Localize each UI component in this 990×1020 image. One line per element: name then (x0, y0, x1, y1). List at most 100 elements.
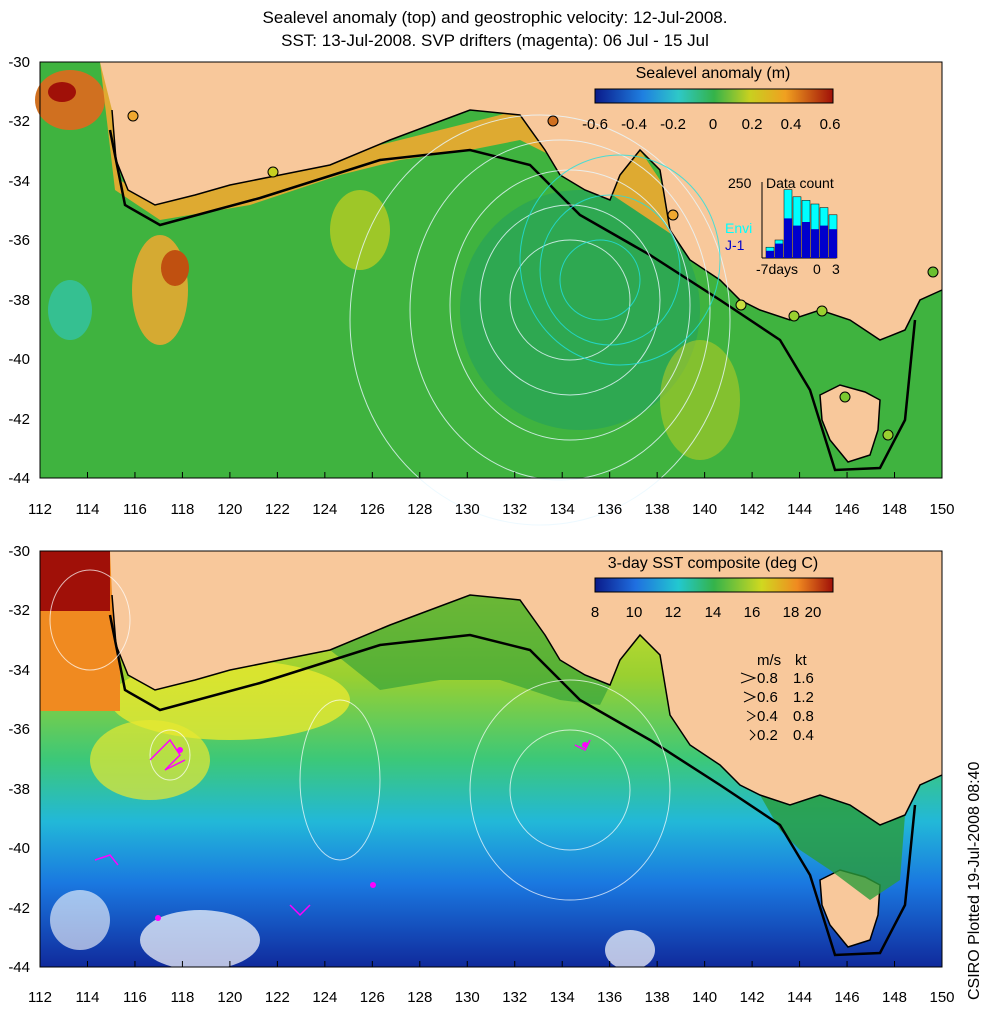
top-colorbar-tick: 0.6 (820, 116, 841, 133)
sst-bass-strait (760, 795, 905, 900)
bottom-colorbar-tick: 20 (805, 604, 822, 621)
top-colorbar-ticks: -0.6 -0.4 -0.2 0 0.2 0.4 0.6 (582, 116, 840, 133)
y-tick: -40 (8, 351, 30, 368)
histogram-bar-j1 (811, 229, 819, 258)
x-tick: 130 (455, 501, 480, 518)
histogram-bars (765, 189, 838, 259)
y-tick: -42 (8, 900, 30, 917)
x-tick: 112 (28, 989, 52, 1006)
y-tick: -42 (8, 411, 30, 428)
x-tick: 132 (502, 501, 527, 518)
figure-title-line2: SST: 13-Jul-2008. SVP drifters (magenta)… (281, 31, 709, 50)
x-tick: 134 (550, 501, 575, 518)
top-colorbar-tick: 0.4 (781, 116, 802, 133)
histogram-bar-j1 (775, 243, 783, 258)
x-tick: 122 (265, 989, 290, 1006)
x-tick: 116 (123, 501, 147, 518)
velocity-scale-legend: m/s kt 0.8 1.6 0.6 1.2 0.4 0.8 0.2 0.4 (740, 652, 814, 744)
sst-shelf-waters (330, 595, 610, 705)
histogram-bar-j1 (802, 222, 810, 258)
top-colorbar-tick: -0.2 (660, 116, 686, 133)
sla-yellow-patch (330, 190, 390, 270)
top-colorbar-tick: -0.6 (582, 116, 608, 133)
histogram-bar-j1 (829, 229, 837, 258)
top-colorbar (594, 88, 834, 104)
x-tick: 142 (740, 501, 765, 518)
x-tick: 142 (740, 989, 765, 1006)
x-tick: 138 (645, 989, 670, 1006)
sla-yellow-patch-2 (660, 340, 740, 460)
y-tick: -36 (8, 721, 30, 738)
x-tick: 124 (312, 989, 337, 1006)
x-tick: 120 (217, 501, 242, 518)
top-axis-labels: -30 -32 -34 -36 -38 -40 -42 -44 112 114 11… (8, 54, 954, 518)
histogram-legend-envi: Envi (725, 220, 752, 236)
legend-header-kt: kt (795, 652, 808, 669)
x-tick: 126 (360, 989, 385, 1006)
sla-high-core (161, 250, 189, 286)
x-tick: 112 (28, 501, 52, 518)
bottom-axis-labels: -30 -32 -34 -36 -38 -40 -42 -44 112 114 11… (8, 543, 954, 1006)
figure-title-line1: Sealevel anomaly (top) and geostrophic v… (262, 8, 728, 27)
y-tick: -36 (8, 232, 30, 249)
bottom-shelf-contour (108, 614, 917, 957)
top-velocity-contours (349, 114, 731, 526)
svp-drifter-positions (155, 742, 588, 921)
bottom-colorbar-tick: 16 (744, 604, 761, 621)
bottom-colorbar-tick: 12 (665, 604, 682, 621)
x-tick: 124 (312, 501, 337, 518)
x-tick: 128 (407, 501, 432, 518)
legend-speed-ms: 0.4 (757, 708, 778, 725)
histogram-count-label: 250 (728, 175, 752, 191)
bottom-coastline (111, 594, 943, 826)
top-colorbar-tick: -0.4 (621, 116, 647, 133)
x-tick: 140 (692, 501, 717, 518)
bottom-colorbar-tick: 10 (626, 604, 643, 621)
x-tick: 150 (929, 501, 954, 518)
legend-speed-kt: 0.4 (793, 727, 814, 744)
y-tick: -32 (8, 113, 30, 130)
legend-speed-kt: 1.6 (793, 670, 814, 687)
x-tick: 132 (502, 989, 527, 1006)
x-tick: 114 (76, 501, 100, 518)
top-colorbar-tick: 0 (709, 116, 717, 133)
velocity-arrow-icon (749, 729, 756, 741)
y-tick: -44 (8, 470, 30, 487)
legend-speed-kt: 1.2 (793, 689, 814, 706)
bottom-sla-contours (49, 569, 671, 901)
x-tick: 130 (455, 989, 480, 1006)
sst-cloud-mask (140, 910, 260, 970)
legend-speed-ms: 0.8 (757, 670, 778, 687)
y-tick: -34 (8, 173, 30, 190)
x-tick: 144 (787, 989, 812, 1006)
x-tick: 114 (76, 989, 100, 1006)
sst-west-hot (40, 551, 110, 611)
top-cyan-contours (519, 154, 721, 366)
x-tick: 118 (170, 501, 194, 518)
x-tick: 136 (597, 501, 622, 518)
bottom-map-panel: 3-day SST composite (deg C) 8 10 12 14 1… (39, 550, 943, 970)
y-tick: -44 (8, 959, 30, 976)
plot-credit: CSIRO Plotted 19-Jul-2008 08:40 (966, 761, 983, 1000)
x-tick: 146 (835, 501, 860, 518)
velocity-arrow-icon (740, 672, 757, 684)
x-tick: 118 (170, 989, 194, 1006)
sla-coastal-band (100, 62, 680, 240)
bottom-colorbar-tick: 18 (783, 604, 800, 621)
legend-speed-ms: 0.6 (757, 689, 778, 706)
histogram-bar-j1 (784, 218, 792, 258)
histogram-xtick: 0 (813, 261, 821, 277)
top-frame (39, 61, 943, 479)
x-tick: 116 (123, 989, 147, 1006)
y-tick: -40 (8, 840, 30, 857)
x-tick: 138 (645, 501, 670, 518)
histogram-xtick: 3 (832, 261, 840, 277)
bottom-colorbar-ticks: 8 10 12 14 16 18 20 (591, 604, 822, 621)
bottom-colorbar-title: 3-day SST composite (deg C) (608, 555, 818, 572)
legend-speed-kt: 0.8 (793, 708, 814, 725)
x-tick: 126 (360, 501, 385, 518)
x-tick: 122 (265, 501, 290, 518)
bottom-frame (39, 550, 943, 968)
histogram-bar-j1 (820, 225, 828, 258)
